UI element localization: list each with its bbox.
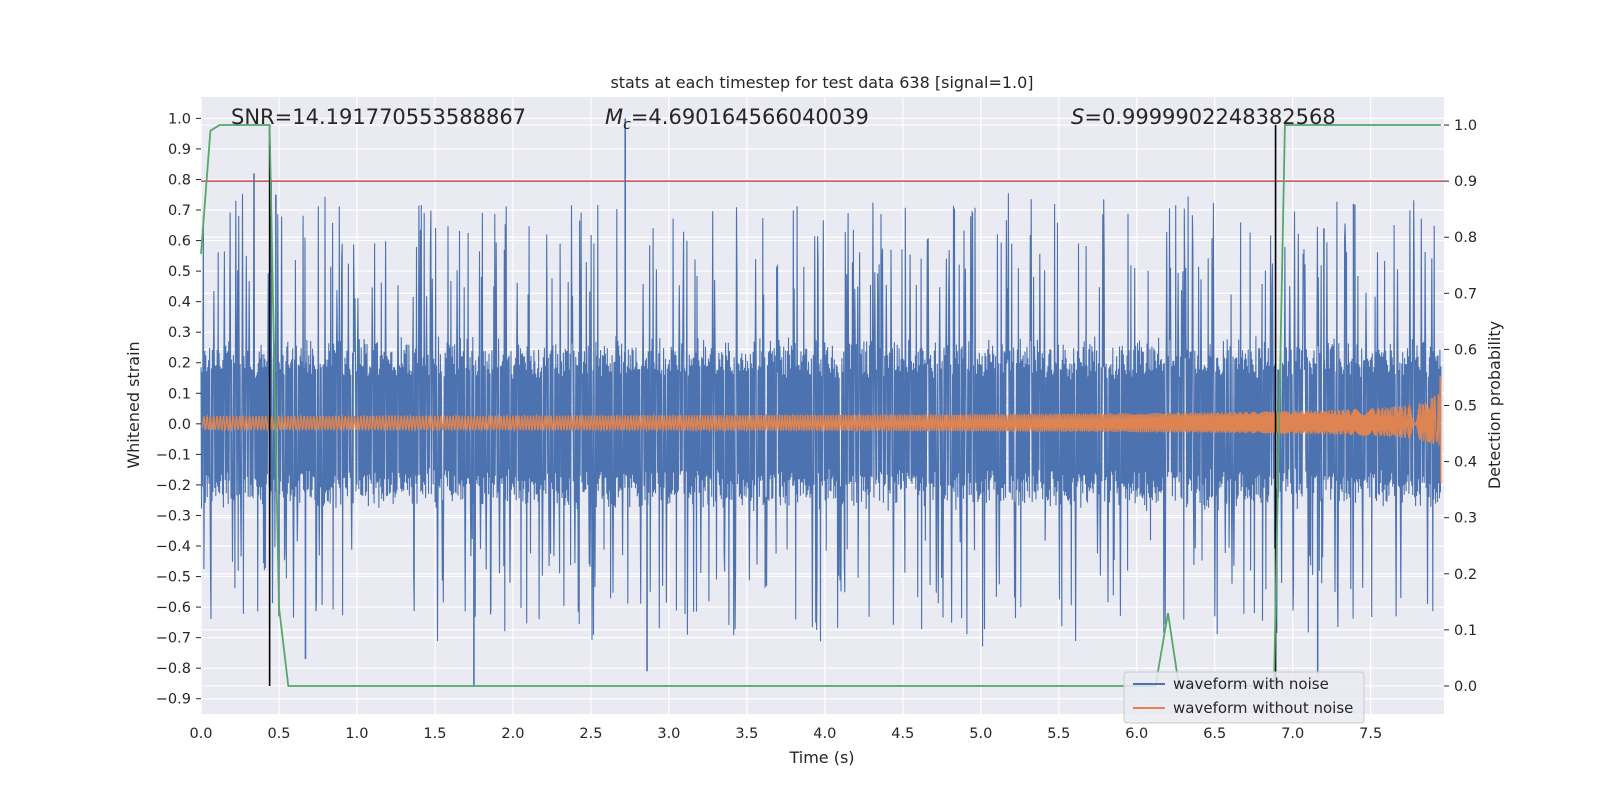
y-tick-label: −0.9: [156, 692, 191, 708]
x-tick-label: 0.0: [189, 726, 212, 742]
y-tick-labels: −0.9 −0.8 −0.7 −0.6 −0.5 −0.4 −0.3 −0.2 −0.1 0.0 0…: [156, 111, 201, 708]
y-right-tick-label: 0.2: [1454, 567, 1477, 583]
y-right-tick-label: 0.1: [1454, 623, 1477, 639]
mc-value: =4.690164566040039: [631, 105, 869, 129]
y-tick-label: 0.0: [168, 417, 191, 433]
y-tick-label: 0.6: [168, 234, 191, 250]
y-right-axis-label: Detection probability: [1485, 321, 1504, 489]
x-tick-label: 1.0: [345, 726, 368, 742]
x-tick-label: 5.0: [969, 726, 992, 742]
mc-subscript: c: [623, 117, 631, 133]
y-right-tick-label: 0.7: [1454, 286, 1477, 302]
y-right-tick-label: 0.6: [1454, 342, 1477, 358]
chart-title: stats at each timestep for test data 638…: [610, 73, 1033, 92]
mc-symbol: M: [605, 105, 623, 129]
s-symbol: S: [1071, 105, 1084, 129]
x-tick-label: 7.0: [1281, 726, 1304, 742]
y-axis-label: Whitened strain: [124, 341, 143, 468]
noise-series: [200, 118, 1442, 687]
overlay-lines: [200, 124, 1444, 687]
y-tick-label: 0.1: [168, 386, 191, 402]
x-tick-label: 3.5: [735, 726, 758, 742]
y-tick-label: 0.4: [168, 295, 191, 311]
mc-annotation: Mc=4.690164566040039: [605, 105, 869, 133]
snr-annotation: SNR=14.191770553588867: [231, 105, 526, 129]
x-tick-label: 4.5: [891, 726, 914, 742]
y-right-tick-label: 0.5: [1454, 399, 1477, 415]
y-tick-label: −0.6: [156, 600, 191, 616]
y-tick-label: 0.3: [168, 325, 191, 341]
x-tick-label: 2.0: [501, 726, 524, 742]
x-tick-label: 7.5: [1359, 726, 1382, 742]
y-tick-label: −0.2: [156, 478, 191, 494]
y-tick-label: −0.3: [156, 508, 191, 524]
x-axis-label: Time (s): [788, 748, 854, 767]
y-tick-label: 0.8: [168, 172, 191, 188]
y-tick-label: −0.8: [156, 661, 191, 677]
y-right-tick-label: 0.3: [1454, 511, 1477, 527]
y-tick-label: −0.4: [156, 539, 191, 555]
y-right-tick-label: 0.8: [1454, 230, 1477, 246]
x-tick-label: 1.5: [423, 726, 446, 742]
x-tick-labels: 0.0 0.5 1.0 1.5 2.0 2.5 3.0 3.5 4.0 4.5 5.0 5.5 6.0 6…: [189, 726, 1382, 742]
y-tick-label: 0.9: [168, 142, 191, 158]
y-tick-label: 0.5: [168, 264, 191, 280]
detection-probability-line: [200, 124, 1441, 687]
x-tick-label: 5.5: [1047, 726, 1070, 742]
clean-waveform-line: [201, 375, 1442, 484]
y-tick-label: −0.1: [156, 447, 191, 463]
y-right-tick-label: 0.4: [1454, 455, 1477, 471]
noise-waveform-line: [200, 193, 1442, 647]
y-right-tick-label: 0.0: [1454, 679, 1477, 695]
s-value: =0.9999902248382568: [1084, 105, 1335, 129]
y-tick-label: −0.7: [156, 631, 191, 647]
legend-label-clean: waveform without noise: [1173, 699, 1353, 717]
y-right-tick-label: 0.9: [1454, 174, 1477, 190]
s-annotation: S=0.9999902248382568: [1071, 105, 1336, 129]
legend: waveform with noise waveform without noi…: [1123, 671, 1365, 724]
legend-box: [1123, 671, 1365, 724]
x-tick-label: 6.0: [1125, 726, 1148, 742]
y-tick-label: −0.5: [156, 570, 191, 586]
x-tick-label: 2.5: [579, 726, 602, 742]
y-tick-label: 0.2: [168, 356, 191, 372]
x-tick-label: 0.5: [267, 726, 290, 742]
chirp-series: [201, 375, 1442, 484]
x-tick-label: 6.5: [1203, 726, 1226, 742]
x-tick-label: 4.0: [813, 726, 836, 742]
x-tick-label: 3.0: [657, 726, 680, 742]
y-right-tick-labels: 0.0 0.1 0.2 0.3 0.4 0.5 0.6 0.7 0.8 0.9 1.0: [1444, 118, 1477, 695]
legend-label-noise: waveform with noise: [1173, 675, 1329, 693]
y-tick-label: 1.0: [168, 111, 191, 127]
y-right-tick-label: 1.0: [1454, 118, 1477, 134]
y-tick-label: 0.7: [168, 203, 191, 219]
